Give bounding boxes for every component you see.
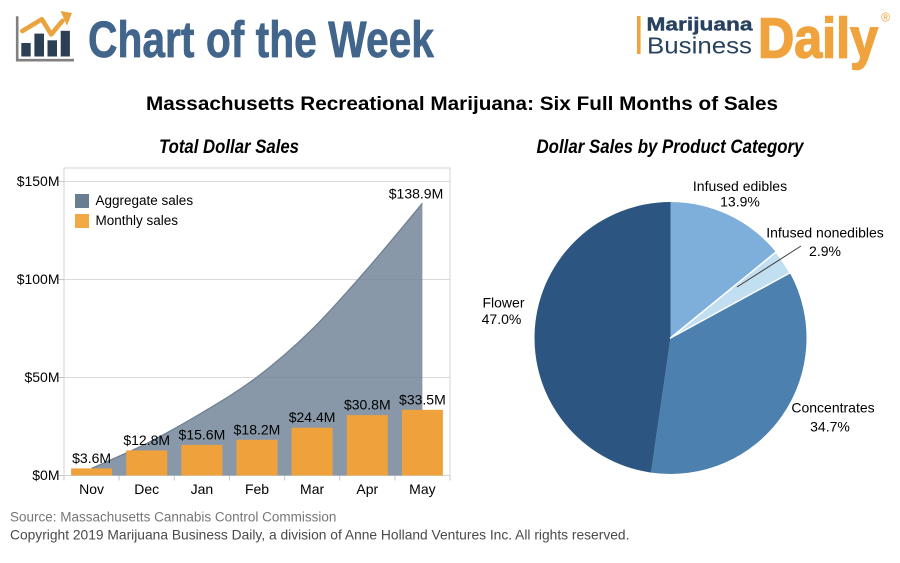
svg-text:Marijuana: Marijuana (647, 13, 754, 34)
svg-text:Business: Business (647, 33, 752, 59)
svg-text:Nov: Nov (79, 481, 104, 497)
svg-text:May: May (409, 481, 435, 497)
svg-text:Massachusetts Recreational Mar: Massachusetts Recreational Marijuana: Si… (146, 94, 778, 115)
svg-text:$30.8M: $30.8M (344, 397, 391, 413)
svg-text:Chart of the Week: Chart of the Week (88, 11, 434, 68)
svg-text:Dollar Sales by Product Catego: Dollar Sales by Product Category (537, 136, 805, 158)
svg-text:Mar: Mar (300, 481, 324, 497)
svg-text:Apr: Apr (356, 481, 378, 497)
svg-text:$12.8M: $12.8M (123, 432, 170, 448)
svg-text:Total Dollar Sales: Total Dollar Sales (159, 136, 299, 158)
svg-text:Aggregate sales: Aggregate sales (96, 193, 194, 208)
svg-text:Dec: Dec (134, 481, 159, 497)
svg-text:$100M: $100M (17, 271, 60, 287)
svg-text:2.9%: 2.9% (809, 243, 841, 259)
svg-text:Infused edibles: Infused edibles (693, 178, 787, 194)
svg-text:Monthly sales: Monthly sales (96, 213, 179, 228)
svg-text:Daily: Daily (758, 7, 879, 70)
svg-text:Source: Massachusetts Cannabis: Source: Massachusetts Cannabis Control C… (10, 510, 336, 525)
svg-text:Flower: Flower (482, 295, 524, 311)
svg-text:$18.2M: $18.2M (234, 421, 281, 437)
svg-text:Infused nonedibles: Infused nonedibles (766, 225, 884, 241)
svg-text:Jan: Jan (191, 481, 214, 497)
svg-text:47.0%: 47.0% (482, 311, 522, 327)
svg-text:$3.6M: $3.6M (72, 450, 111, 466)
svg-text:Copyright 2019 Marijuana Busin: Copyright 2019 Marijuana Business Daily,… (10, 528, 629, 543)
svg-text:$138.9M: $138.9M (389, 186, 443, 202)
svg-text:$24.4M: $24.4M (289, 409, 336, 425)
svg-text:$33.5M: $33.5M (399, 391, 446, 407)
svg-text:34.7%: 34.7% (810, 419, 850, 435)
svg-text:$150M: $150M (17, 173, 60, 189)
svg-text:Concentrates: Concentrates (791, 400, 874, 416)
svg-text:®: ® (881, 11, 891, 25)
svg-text:$15.6M: $15.6M (179, 426, 226, 442)
svg-text:$50M: $50M (24, 369, 59, 385)
svg-text:Feb: Feb (245, 481, 269, 497)
svg-text:$0M: $0M (32, 467, 59, 483)
svg-text:13.9%: 13.9% (720, 194, 760, 210)
